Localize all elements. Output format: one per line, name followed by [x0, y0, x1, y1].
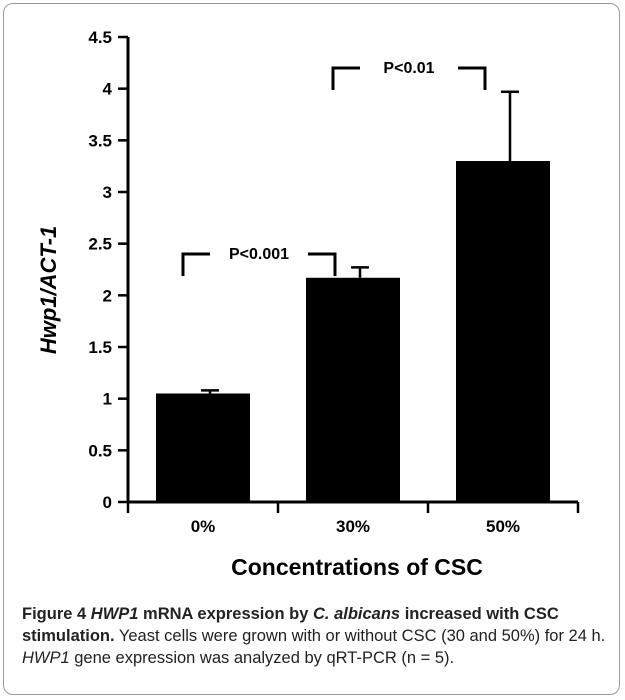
y-tick-label: 0 — [103, 493, 112, 512]
x-axis: 0% 30% 50% — [126, 500, 580, 536]
bars — [156, 90, 550, 502]
significance-bracket: P<0.001 — [181, 246, 337, 276]
y-tick-label: 2 — [103, 286, 112, 305]
figure-caption: Figure 4 HWP1 mRNA expression by C. albi… — [22, 603, 612, 669]
caption-title-gene: HWP1 — [90, 605, 139, 623]
x-tick-label: 50% — [486, 517, 520, 536]
x-axis-label: Concentrations of CSC — [231, 554, 483, 580]
bracket-right-arm — [308, 252, 337, 276]
y-tick-label: 4.5 — [88, 28, 112, 47]
caption-body-1: Yeast cells were grown with or without C… — [114, 627, 606, 645]
y-tick-label: 0.5 — [88, 441, 112, 460]
bracket-left-arm — [331, 66, 360, 90]
y-tick-label: 2.5 — [88, 235, 112, 254]
caption-figure-label: Figure 4 — [22, 605, 87, 623]
y-tick-label: 4 — [103, 80, 113, 99]
y-axis: 0 0.5 1 1.5 2 2.5 3 3.5 4 4.5 — [88, 28, 130, 512]
y-axis-label: Hwp1/ACT-1 — [36, 226, 61, 354]
caption-title-mid: mRNA expression by — [138, 605, 313, 623]
bracket-right-arm — [458, 66, 487, 90]
bracket-left-arm — [181, 252, 210, 276]
caption-body-2: gene expression was analyzed by qRT-PCR … — [69, 649, 455, 667]
bar — [156, 393, 250, 502]
bar — [306, 277, 400, 502]
y-tick-label: 1.5 — [88, 338, 112, 357]
significance-brackets: P<0.001 P<0.01 — [181, 60, 487, 276]
caption-body-gene: HWP1 — [22, 649, 70, 667]
caption-title-species: C. albicans — [312, 605, 401, 623]
bar — [456, 161, 550, 502]
x-tick-label: 0% — [191, 517, 216, 536]
y-tick-label: 3 — [103, 183, 112, 202]
bar-chart: 00.511.522.533.544.5 0% 30% 50% P<0.001P<0… — [36, 28, 580, 580]
significance-label: P<0.01 — [383, 60, 434, 77]
y-tick-label: 1 — [103, 390, 112, 409]
x-tick-label: 30% — [336, 517, 370, 536]
significance-label: P<0.001 — [229, 246, 289, 263]
y-tick-label: 3.5 — [88, 131, 112, 150]
significance-bracket: P<0.01 — [331, 60, 487, 90]
caption-title-end: increased with CSC stimulation. — [22, 605, 559, 645]
